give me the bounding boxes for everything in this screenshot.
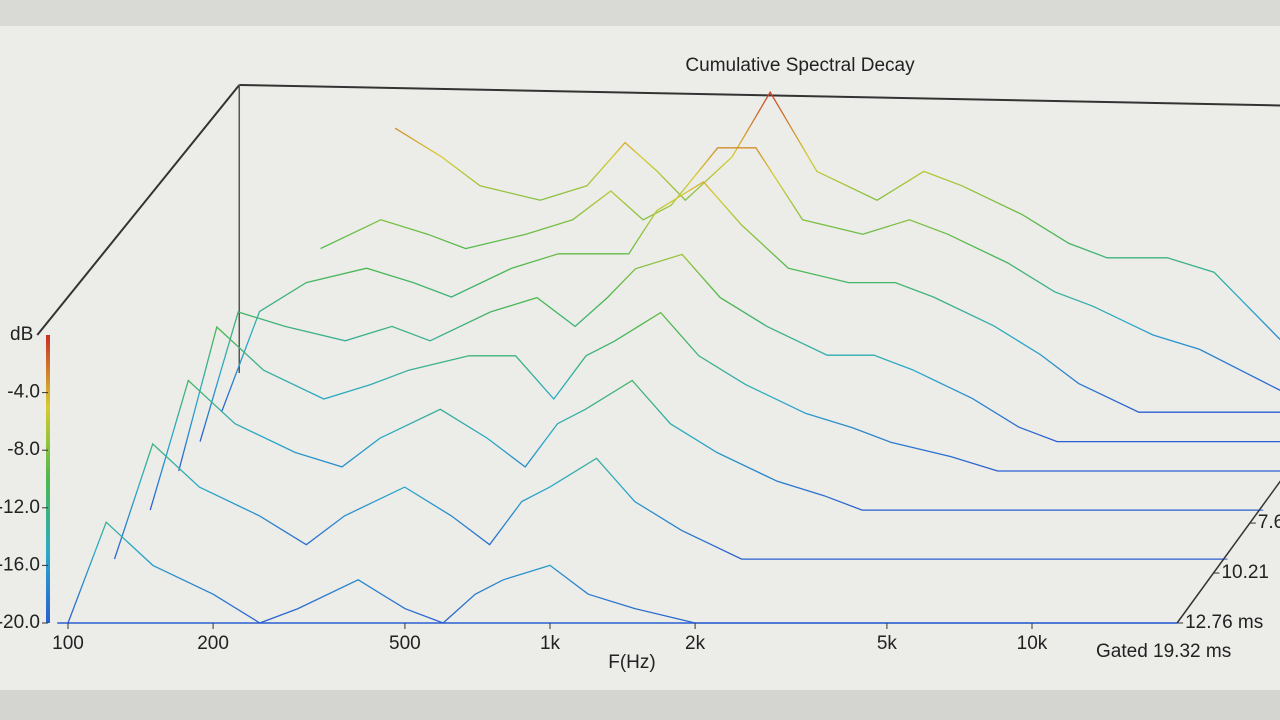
y-tick-label: -20.0 [0,612,40,633]
x-tick-label: 10k [1017,633,1048,654]
decay-slice [178,311,1280,472]
decay-slice [199,253,1280,443]
decay-slice [394,90,1280,341]
x-tick-label: 200 [197,633,229,654]
decay-slice [220,180,1280,413]
y-tick-label: -8.0 [7,439,40,460]
y-axis-label: dB [10,324,33,345]
x-tick-label: 2k [685,633,706,654]
x-axis-label: F(Hz) [608,652,655,673]
z-tick-label: 12.76 ms [1185,612,1263,633]
x-tick-label: 5k [877,633,898,654]
top-bar [0,0,1280,26]
z-axis [1176,480,1280,624]
frame-edge [239,84,1280,107]
decay-slice [113,442,1224,560]
x-tick-label: 500 [389,633,421,654]
y-tick-label: -12.0 [0,497,40,518]
y-tick-label: -4.0 [7,382,40,403]
y-tick-label: -16.0 [0,554,40,575]
chart-title: Cumulative Spectral Decay [685,55,915,76]
decay-slice [320,147,1280,391]
x-tick-label: 100 [52,633,84,654]
frame-edge [36,84,241,336]
x-tick-label: 1k [540,633,561,654]
z-tick-label: 7.66 [1258,512,1280,533]
gated-annotation: Gated 19.32 ms [1096,641,1231,662]
bottom-bar [0,690,1280,720]
z-tick-label: 10.21 [1221,562,1269,583]
decay-slice [149,379,1260,511]
